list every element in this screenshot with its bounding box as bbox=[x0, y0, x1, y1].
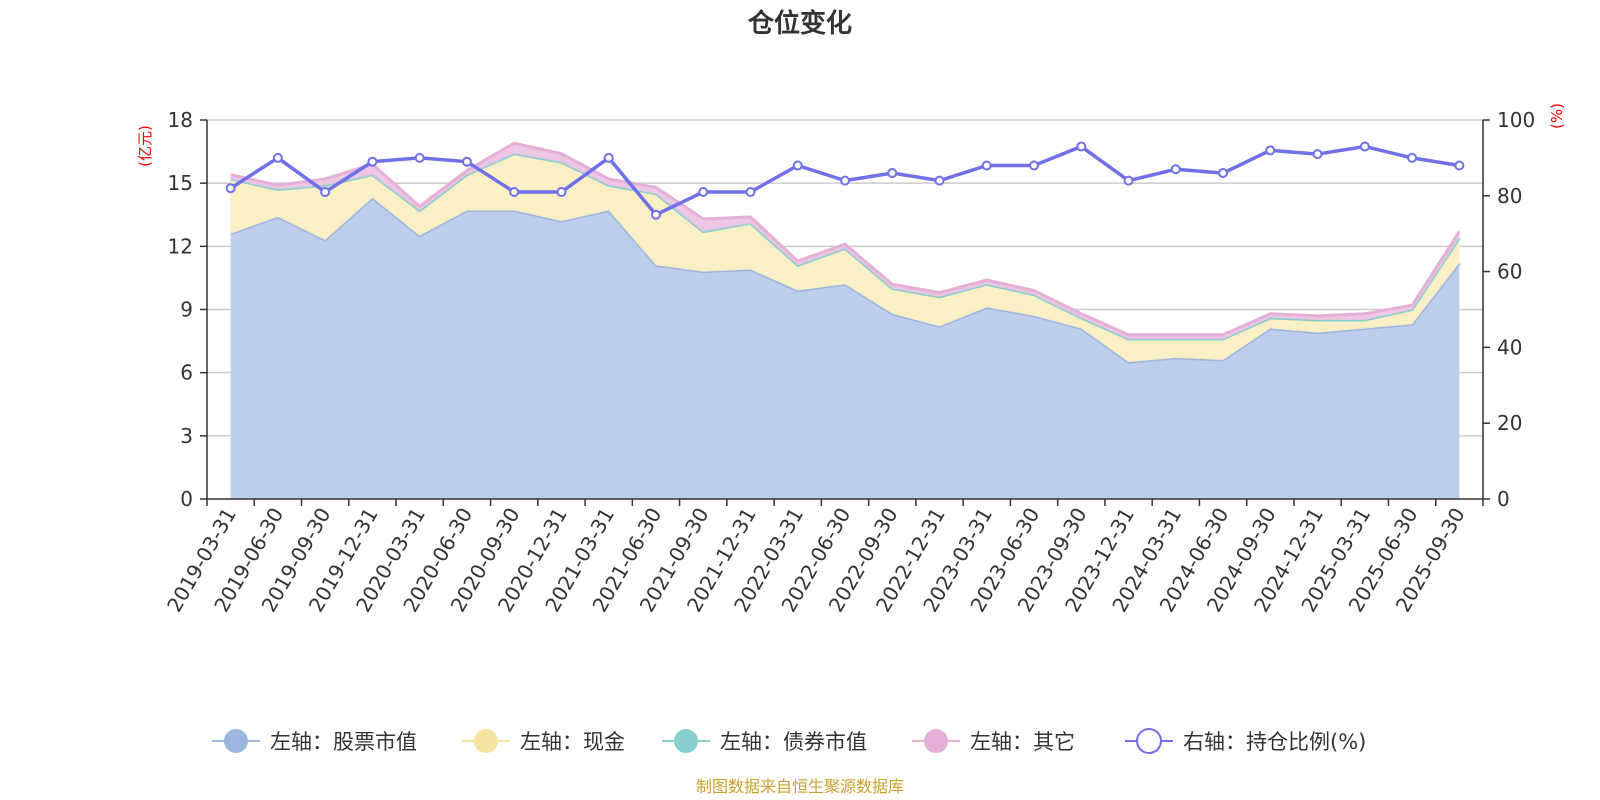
ratio-point bbox=[934, 175, 945, 186]
stacked-areas bbox=[230, 141, 1461, 499]
area-series-1 bbox=[230, 153, 1460, 363]
legend-marker bbox=[474, 729, 498, 753]
legend-label: 左轴：股票市值 bbox=[270, 730, 417, 754]
ratio-point bbox=[1312, 149, 1323, 160]
left-tick-label: 3 bbox=[180, 424, 193, 448]
ratio-point bbox=[745, 187, 756, 198]
legend-label: 左轴：债券市值 bbox=[720, 730, 867, 754]
ratio-point bbox=[272, 152, 283, 163]
area-edge-3 bbox=[230, 141, 1461, 337]
right-tick-label: 40 bbox=[1497, 335, 1522, 359]
ratio-point bbox=[1123, 175, 1134, 186]
ratio-point bbox=[225, 183, 236, 194]
legend-marker bbox=[1136, 728, 1162, 754]
ratio-point bbox=[840, 175, 850, 186]
source-note: 制图数据来自恒生聚源数据库 bbox=[696, 777, 904, 796]
ratio-point bbox=[1407, 152, 1418, 163]
ratio-point bbox=[1454, 160, 1465, 171]
ratio-point bbox=[1265, 145, 1276, 156]
legend-marker bbox=[224, 729, 248, 753]
ratio-point bbox=[1359, 141, 1370, 152]
ratio-point bbox=[1170, 164, 1181, 175]
right-tick-label: 0 bbox=[1497, 487, 1510, 511]
ratio-point bbox=[792, 160, 803, 171]
ratio-point bbox=[650, 209, 661, 220]
legend-marker bbox=[924, 729, 948, 753]
legend-label: 右轴：持仓比例(%) bbox=[1183, 730, 1366, 754]
area-series-0 bbox=[230, 197, 1460, 499]
ratio-point bbox=[887, 168, 898, 179]
ratio-point bbox=[414, 152, 425, 163]
ratio-point bbox=[603, 152, 614, 163]
ratio-point bbox=[367, 156, 378, 167]
ratio-point bbox=[1218, 168, 1229, 179]
ratio-point bbox=[461, 156, 472, 167]
ratio-point bbox=[1076, 141, 1087, 152]
left-tick-label: 0 bbox=[180, 487, 193, 511]
legend-item-0[interactable]: 左轴：股票市值 bbox=[212, 729, 417, 754]
ratio-point bbox=[981, 160, 992, 171]
legend-item-3[interactable]: 左轴：其它 bbox=[912, 729, 1075, 754]
right-tick-label: 100 bbox=[1497, 108, 1535, 132]
ratio-point bbox=[556, 187, 567, 198]
left-tick-label: 18 bbox=[168, 108, 193, 132]
left-axis-unit: (亿元) bbox=[136, 125, 154, 167]
legend-item-2[interactable]: 左轴：债券市值 bbox=[662, 729, 867, 754]
area-series-3 bbox=[230, 143, 1460, 339]
right-axis-unit: (%) bbox=[1548, 103, 1566, 129]
legend: 左轴：股票市值 左轴：现金 左轴：债券市值 左轴：其它 右轴：持仓比例(%) bbox=[212, 728, 1366, 754]
right-tick-label: 20 bbox=[1497, 411, 1522, 435]
legend-label: 左轴：现金 bbox=[520, 730, 625, 754]
ratio-series bbox=[225, 141, 1465, 220]
legend-label: 左轴：其它 bbox=[970, 730, 1075, 754]
right-tick-label: 60 bbox=[1497, 260, 1522, 284]
legend-item-1[interactable]: 左轴：现金 bbox=[462, 729, 625, 754]
ratio-point bbox=[509, 187, 520, 198]
legend-marker bbox=[674, 729, 698, 753]
chart-title: 仓位变化 bbox=[747, 8, 852, 39]
right-tick-label: 80 bbox=[1497, 184, 1522, 208]
ratio-point bbox=[698, 187, 709, 198]
left-tick-label: 15 bbox=[168, 171, 193, 195]
left-tick-label: 12 bbox=[168, 234, 193, 258]
ratio-point bbox=[320, 187, 331, 198]
left-tick-label: 6 bbox=[180, 361, 193, 385]
legend-item-4[interactable]: 右轴：持仓比例(%) bbox=[1125, 728, 1366, 754]
ratio-point bbox=[1029, 160, 1040, 171]
left-tick-label: 9 bbox=[180, 298, 193, 322]
